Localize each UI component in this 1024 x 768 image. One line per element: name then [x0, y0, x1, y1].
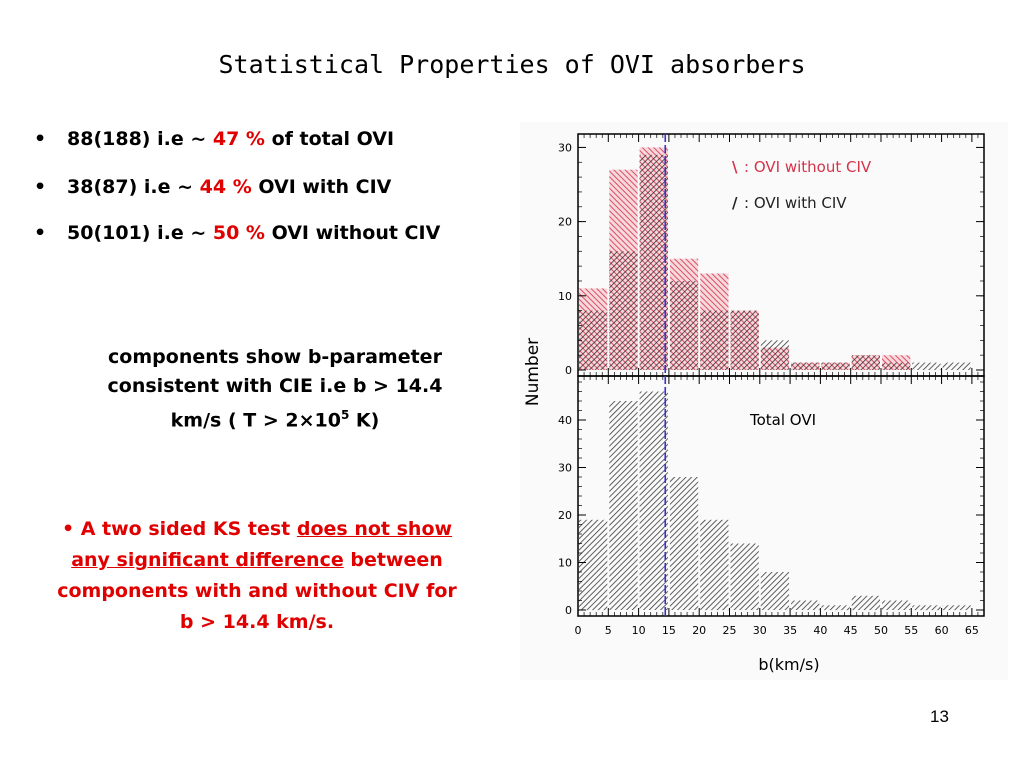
- histogram-bar: [821, 362, 850, 370]
- bullet-text: of total OVI: [264, 128, 395, 150]
- x-tick-label: 40: [813, 624, 827, 637]
- histogram-bar: [730, 543, 759, 610]
- x-tick-label: 45: [844, 624, 858, 637]
- y-tick-label: 0: [565, 604, 572, 617]
- y-tick-label: 40: [558, 414, 572, 427]
- y-tick-label: 0: [565, 364, 572, 377]
- bullet-text: OVI with CIV: [251, 176, 392, 198]
- legend-mark: \: [732, 158, 738, 176]
- x-tick-label: 25: [722, 624, 736, 637]
- x-tick-label: 20: [692, 624, 706, 637]
- histogram-bar: [942, 362, 971, 370]
- histogram-bar: [579, 310, 608, 370]
- bullet-percent: 44 %: [199, 176, 252, 198]
- cie-note-line: consistent with CIE i.e b > 14.4: [107, 375, 443, 397]
- ks-text: A two sided KS test: [80, 518, 297, 540]
- y-tick-label: 20: [558, 216, 572, 229]
- bullet-total-ovi: • 88(188) i.e ~ 47 % of total OVI: [34, 124, 395, 155]
- bullet-text: 50(101) i.e ~: [67, 222, 213, 244]
- histogram-bar: [851, 595, 880, 611]
- x-tick-label: 5: [605, 624, 612, 637]
- x-tick-label: 60: [935, 624, 949, 637]
- exponent: 5: [340, 408, 350, 422]
- histogram-bar: [669, 477, 699, 610]
- ks-bullet: •: [61, 518, 75, 540]
- x-tick-label: 50: [874, 624, 888, 637]
- bullet-dot: •: [34, 128, 47, 150]
- x-tick-label: 35: [783, 624, 797, 637]
- x-tick-label: 10: [632, 624, 646, 637]
- cie-note-line: km/s ( T > 2×105 K): [60, 401, 490, 435]
- histogram-bar: [669, 281, 699, 370]
- histogram-bar: [851, 355, 880, 370]
- bullet-dot: •: [34, 222, 47, 244]
- histogram-bar: [912, 362, 941, 370]
- histogram-bar: [579, 519, 608, 611]
- histogram-figure: 0 10 20 30 \ : OVI without CIV / : OVI with CIV…: [520, 122, 1008, 680]
- ks-text: between components with and without CIV …: [57, 549, 457, 633]
- histogram-bar: [942, 605, 971, 611]
- y-tick-label: 10: [558, 290, 572, 303]
- panel-annotation: Total OVI: [749, 411, 816, 429]
- bullet-percent: 47 %: [212, 128, 265, 150]
- histogram-bar: [609, 251, 638, 370]
- y-tick-label: 20: [558, 509, 572, 522]
- histogram-bar: [791, 362, 820, 370]
- x-axis-label: b(km/s): [758, 655, 819, 674]
- y-tick-label: 30: [558, 462, 572, 475]
- legend-label: : OVI without CIV: [744, 158, 872, 176]
- cie-note: components show b-parameter consistent w…: [60, 343, 490, 435]
- bullet-text: 38(87) i.e ~: [67, 176, 200, 198]
- histogram-bar: [609, 401, 638, 610]
- legend-label: : OVI with CIV: [744, 194, 847, 212]
- panel-top: 0 10 20 30 \ : OVI without CIV / : OVI with CIV: [558, 133, 985, 377]
- x-tick-label: 65: [965, 624, 979, 637]
- slide-title: Statistical Properties of OVI absorbers: [218, 50, 806, 79]
- histogram-bar: [700, 310, 729, 370]
- histogram-bar: [760, 340, 790, 370]
- bullet-ovi-without-civ: • 50(101) i.e ~ 50 % OVI without CIV: [34, 218, 487, 249]
- cie-note-line: components show b-parameter: [108, 346, 442, 368]
- cie-note-text: km/s ( T > 2×10: [170, 409, 341, 432]
- histogram-bar: [760, 572, 790, 610]
- histogram-bar: [639, 391, 668, 610]
- legend-mark: /: [732, 194, 738, 212]
- ks-underlined-text: does not show any significant difference: [71, 518, 453, 571]
- histogram-bar: [639, 154, 668, 370]
- histogram-bar: [791, 600, 820, 610]
- panel-bottom: 0 10 20 30 40 0 5 10 15 20 25 30 35 40 45 50 55 60 65 Total…: [558, 375, 985, 637]
- ks-test-note: • A two sided KS test does not show any …: [52, 514, 462, 638]
- histogram-bar: [912, 605, 941, 611]
- histogram-bar: [882, 362, 911, 370]
- x-tick-label: 30: [753, 624, 767, 637]
- histogram-bar: [821, 605, 850, 611]
- bullet-dot: •: [34, 176, 47, 198]
- y-tick-label: 10: [558, 557, 572, 570]
- bullet-text: 88(188) i.e ~: [67, 128, 213, 150]
- y-axis-label: Number: [523, 338, 543, 406]
- cie-note-text: K): [349, 409, 380, 432]
- histogram-bar: [882, 600, 911, 610]
- bullet-percent: 50 %: [212, 222, 265, 244]
- y-tick-label: 30: [558, 141, 572, 154]
- bullet-ovi-with-civ: • 38(87) i.e ~ 44 % OVI with CIV: [34, 172, 392, 203]
- histogram-bar: [730, 310, 759, 370]
- x-tick-label: 15: [662, 624, 676, 637]
- x-tick-label: 55: [904, 624, 918, 637]
- histogram-bar: [700, 519, 729, 611]
- x-tick-label: 0: [575, 624, 582, 637]
- page-number: 13: [930, 707, 949, 726]
- bullet-text: OVI without CIV: [264, 222, 441, 244]
